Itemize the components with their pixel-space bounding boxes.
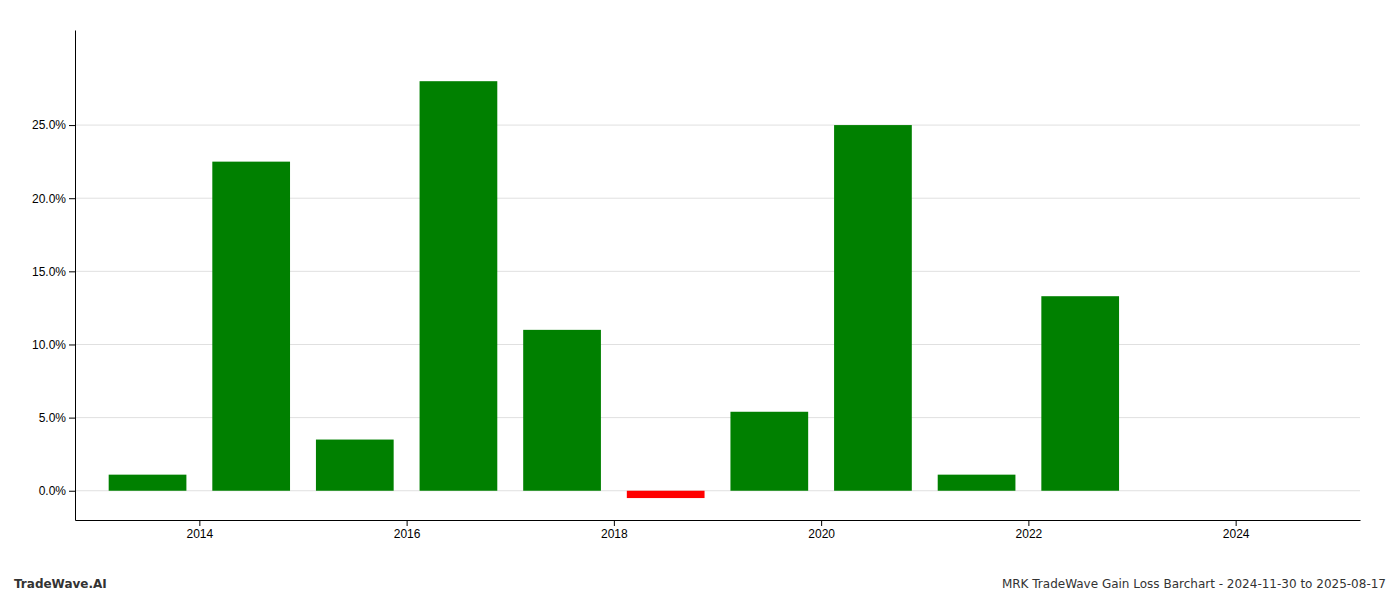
tick-label: 5.0% [39, 411, 67, 425]
axis-line [75, 31, 76, 521]
tick-mark [69, 271, 75, 272]
tick: 2024 [1223, 520, 1250, 541]
grid [75, 125, 1360, 491]
bar [109, 475, 187, 491]
tick-label: 2016 [394, 527, 421, 541]
footer-right: MRK TradeWave Gain Loss Barchart - 2024-… [1002, 577, 1386, 591]
bar [938, 475, 1016, 491]
tick-mark [1236, 520, 1237, 526]
tick-mark [1028, 520, 1029, 526]
bar [316, 440, 394, 491]
plot: 2014 2016 2018 2020 2022 2024 0.0% 5.0% 10.0% 15.… [32, 31, 1361, 541]
footer-left: TradeWave.AI [14, 577, 107, 591]
tick-mark [69, 418, 75, 419]
tick: 20.0% [32, 192, 75, 206]
bar [523, 330, 601, 491]
grid-line [75, 125, 1360, 126]
bar [627, 491, 705, 498]
tick-mark [69, 125, 75, 126]
tick: 5.0% [39, 411, 75, 425]
tick-mark [69, 344, 75, 345]
tick-label: 2020 [808, 527, 835, 541]
tick-label: 2024 [1223, 527, 1250, 541]
bar [1041, 296, 1119, 491]
tick: 2014 [187, 520, 214, 541]
tick-label: 15.0% [32, 265, 66, 279]
bar [212, 162, 290, 491]
bar [420, 81, 498, 491]
bar [834, 125, 912, 491]
tick-mark [614, 520, 615, 526]
tick-mark [821, 520, 822, 526]
tick-label: 2022 [1016, 527, 1043, 541]
axis-line [76, 520, 1361, 521]
tick: 15.0% [32, 265, 75, 279]
tick: 0.0% [39, 484, 75, 498]
tick: 2020 [808, 520, 835, 541]
tick-mark [199, 520, 200, 526]
x-axis: 2014 2016 2018 2020 2022 2024 [76, 520, 1361, 541]
chart: 2014 2016 2018 2020 2022 2024 0.0% 5.0% 10.0% 15.… [0, 0, 1400, 600]
tick-label: 20.0% [32, 192, 66, 206]
tick-label: 10.0% [32, 338, 66, 352]
tick: 2018 [601, 520, 628, 541]
tick: 25.0% [32, 118, 75, 132]
tick-label: 2018 [601, 527, 628, 541]
tick-mark [69, 198, 75, 199]
tick: 10.0% [32, 338, 75, 352]
tick-label: 0.0% [39, 484, 67, 498]
tick: 2022 [1016, 520, 1043, 541]
bars [109, 81, 1119, 498]
tick-mark [69, 491, 75, 492]
tick-mark [407, 520, 408, 526]
y-axis: 0.0% 5.0% 10.0% 15.0% 20.0% 25.0% [32, 31, 76, 521]
tick: 2016 [394, 520, 421, 541]
tick-label: 25.0% [32, 118, 66, 132]
tick-label: 2014 [187, 527, 214, 541]
bar [730, 412, 808, 491]
